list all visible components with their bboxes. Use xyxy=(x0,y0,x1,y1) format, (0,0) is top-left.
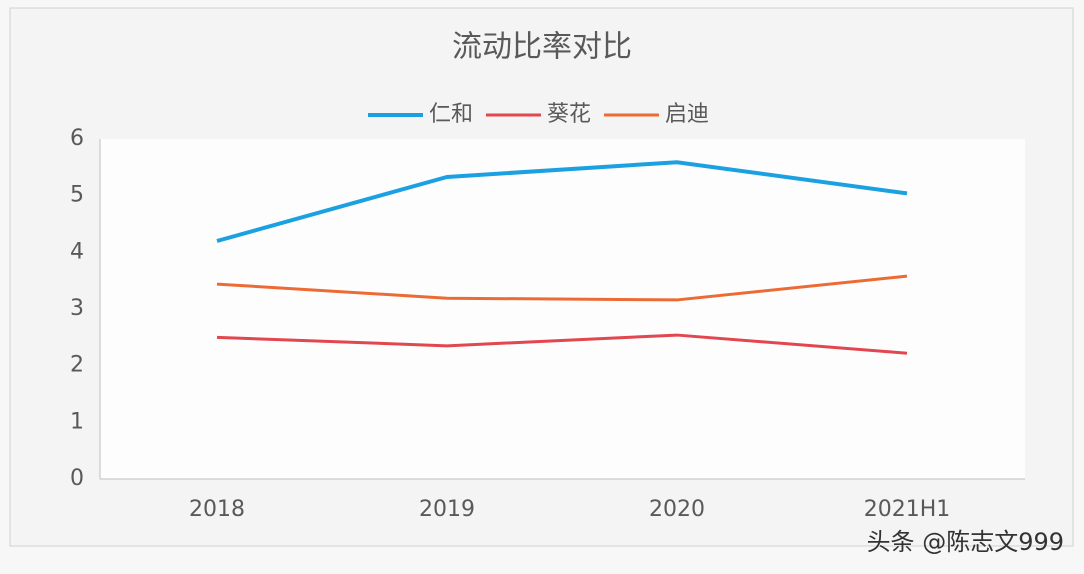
x-tick-label: 2020 xyxy=(649,497,705,522)
y-tick-label: 1 xyxy=(70,409,84,434)
x-tick-label: 2018 xyxy=(189,497,245,522)
legend-label: 葵花 xyxy=(547,102,591,127)
data-line xyxy=(216,333,908,355)
watermark: 头条 @陈志文999 xyxy=(867,528,1064,556)
y-tick-label: 0 xyxy=(70,466,84,491)
plot-area xyxy=(100,139,1025,479)
y-tick-label: 6 xyxy=(70,126,84,151)
y-tick-label: 3 xyxy=(70,296,84,321)
legend-label: 启迪 xyxy=(665,102,709,127)
data-line xyxy=(216,160,908,243)
x-tick-label: 2021H1 xyxy=(864,497,951,522)
legend-label: 仁和 xyxy=(429,102,473,127)
data-line xyxy=(216,274,908,302)
y-tick-label: 2 xyxy=(70,353,84,378)
y-tick-label: 4 xyxy=(70,239,84,264)
y-tick-label: 5 xyxy=(70,183,84,208)
chart-title: 流动比率对比 xyxy=(452,30,632,65)
x-tick-label: 2019 xyxy=(419,497,475,522)
